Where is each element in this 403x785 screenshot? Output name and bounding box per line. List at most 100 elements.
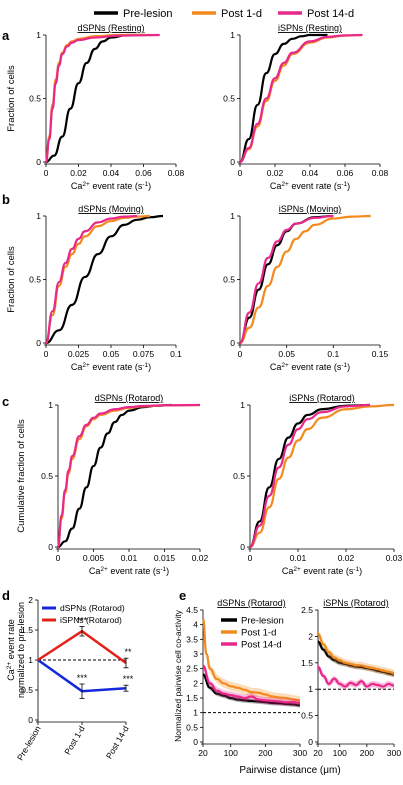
e-shared-xlabel: Pairwise distance (μm)	[239, 765, 340, 776]
chart-e-ispns-coactivity: iSPNs (Rotarod) 0 0.5 1 1.5 2 2.5 20 100 200 300	[301, 598, 401, 758]
x-tick-label: 20	[198, 748, 208, 758]
x-tick-label: 0.08	[372, 168, 389, 178]
series-pre-lesion-line	[202, 673, 301, 707]
x-tick-label: 300	[387, 748, 401, 758]
series-pre-lesion-line	[45, 214, 164, 345]
x-tick-label: 0.1	[170, 349, 182, 359]
x-tick-label: 0.04	[302, 168, 319, 178]
y-tick-label: 1	[36, 211, 41, 221]
x-tick-label: 200	[258, 748, 272, 758]
y-tick-label: 2.5	[186, 664, 198, 674]
series-post-1-d-line	[317, 632, 395, 675]
y-tick-label: 3	[193, 649, 198, 659]
x-tick-label: 0.02	[70, 168, 87, 178]
y-tick-label: 1	[230, 211, 235, 221]
y-axis-label: Fraction of cells	[6, 65, 17, 132]
chart-title: iSPNs (Rotarod)	[289, 393, 355, 403]
y-tick-label: 1	[240, 400, 245, 410]
series-dspns-rotarod--significance: ***	[77, 673, 88, 683]
x-tick-label: 300	[293, 748, 307, 758]
y-tick-label: 0.5	[186, 722, 198, 732]
x-axis-label: Ca2+ event rate (s-1)	[270, 181, 350, 192]
y-tick-label: 0.5	[41, 471, 53, 481]
x-tick-label: 0.05	[103, 349, 120, 359]
x-tick-label: 0.02	[338, 553, 355, 563]
panel-letter-a: a	[2, 28, 10, 43]
series-post-1-d-sem-band	[318, 630, 394, 678]
series-post-1-d-line	[239, 214, 371, 345]
x-axis-label: Ca2+ event rate (s-1)	[89, 566, 169, 577]
y-axis-label: Fraction of cells	[6, 246, 17, 313]
legend-label: Pre-lesion	[241, 616, 284, 627]
y-tick-label: 0	[48, 542, 53, 552]
chart-b-dspns-moving: dSPNs (Moving) 0 0.5 1 0 0.025 0.05 0.075 0.1 Ca2…	[6, 204, 182, 372]
series-dspns-rotarod--significance: ***	[123, 674, 134, 684]
x-tick-label: 0.01	[290, 553, 307, 563]
y-tick-label: 0	[28, 715, 33, 725]
x-tick-label: 100	[224, 748, 238, 758]
panel-letter-c: c	[2, 394, 9, 409]
x-tick-label: 0.01	[121, 553, 138, 563]
x-tick-label: 100	[333, 748, 347, 758]
y-tick-label: 0.5	[233, 471, 245, 481]
y-tick-label: 1	[36, 30, 41, 40]
x-tick-label: 0.15	[372, 349, 389, 359]
x-axis-label: Ca2+ event rate (s-1)	[71, 181, 151, 192]
series-post-14-d-line	[44, 214, 138, 345]
x-tick-label: 0.1	[327, 349, 339, 359]
legend-label: iSPNs (Rotarod)	[60, 615, 122, 625]
legend-label: dSPNs (Rotarod)	[60, 603, 125, 613]
y-tick-label: 0.5	[223, 275, 235, 285]
top-legend: Pre-lesion Post 1-d Post 14-d	[94, 8, 354, 20]
y-tick-label: 1.5	[301, 658, 313, 668]
legend-post1-label: Post 1-d	[221, 8, 262, 20]
y-tick-label: 0	[36, 338, 41, 348]
series-pre-lesion-line	[249, 403, 371, 549]
x-tick-label: 0.04	[103, 168, 120, 178]
panel-letter-e: e	[179, 588, 186, 603]
legend-label: Post 1-d	[241, 628, 276, 639]
series-post-14-d-line	[239, 33, 363, 164]
x-tick-label: 20	[313, 748, 323, 758]
series-pre-lesion-line	[57, 403, 172, 549]
x-tick-label: 0.075	[133, 349, 155, 359]
y-tick-label: 4.5	[186, 605, 198, 615]
y-tick-label: 1.5	[186, 693, 198, 703]
x-axis-label: Ca2+ event rate (s-1)	[282, 566, 362, 577]
chart-a-ispns-resting: iSPNs (Resting) 0 0.5 1 0 0.02 0.04 0.06 0.08 Ca2…	[223, 23, 388, 191]
chart-d-normalized-rate: 0 0.5 1 1.5 2 Pre-lesion Post 1-d Post 14-d Ca2+…	[6, 595, 134, 762]
chart-title: dSPNs (Rotarod)	[217, 598, 286, 608]
y-tick-label: 0.5	[29, 275, 41, 285]
y-tick-label: 1.5	[21, 625, 33, 635]
y-tick-label: 1	[308, 684, 313, 694]
chart-title: iSPNs (Moving)	[279, 204, 342, 214]
x-tick-label: 0.03	[386, 553, 403, 563]
chart-c-dspns-rotarod: dSPNs (Rotarod) 0 0.5 1 0 0.005 0.01 0.015 0.02 C…	[16, 393, 209, 576]
chart-b-ispns-moving: iSPNs (Moving) 0 0.5 1 0 0.05 0.1 0.15 Ca2+ even…	[223, 204, 388, 372]
y-tick-label: 0.5	[223, 94, 235, 104]
y-axis-label-line1: Ca2+ event rate	[6, 619, 17, 680]
x-axis-label: Ca2+ event rate (s-1)	[71, 362, 151, 373]
y-tick-label: 3.5	[186, 634, 198, 644]
series-post-14-d-line	[44, 33, 160, 164]
chart-title: dSPNs (Rotarod)	[95, 393, 164, 403]
x-tick-label: 0	[56, 553, 61, 563]
x-tick-label: 0.025	[68, 349, 90, 359]
x-tick-label: 0.005	[83, 553, 105, 563]
panel-letter-d: d	[2, 588, 10, 603]
y-tick-label: 2	[28, 595, 33, 605]
series-post-14-d-line	[317, 665, 395, 688]
x-tick-label: 0.015	[154, 553, 176, 563]
y-tick-label: 2	[308, 631, 313, 641]
series-post-1-d-line	[56, 403, 201, 549]
y-tick-label: 0.5	[301, 711, 313, 721]
y-tick-label: 1	[48, 400, 53, 410]
y-axis-label-line2: normalized to pre-lesion	[16, 602, 26, 698]
x-tick-label: 0.06	[337, 168, 354, 178]
y-tick-label: 0	[230, 157, 235, 167]
chart-title: iSPNs (Rotarod)	[323, 598, 389, 608]
chart-e-dspns-coactivity: dSPNs (Rotarod) 0 0.5 1 1.5 2 2.5 3 3.5 4 4.5 20 100…	[173, 598, 307, 758]
chart-c-ispns-rotarod: iSPNs (Rotarod) 0 0.5 1 0 0.01 0.02 0.03 Ca2+ ev…	[233, 393, 402, 576]
panel-letter-b: b	[2, 192, 10, 207]
